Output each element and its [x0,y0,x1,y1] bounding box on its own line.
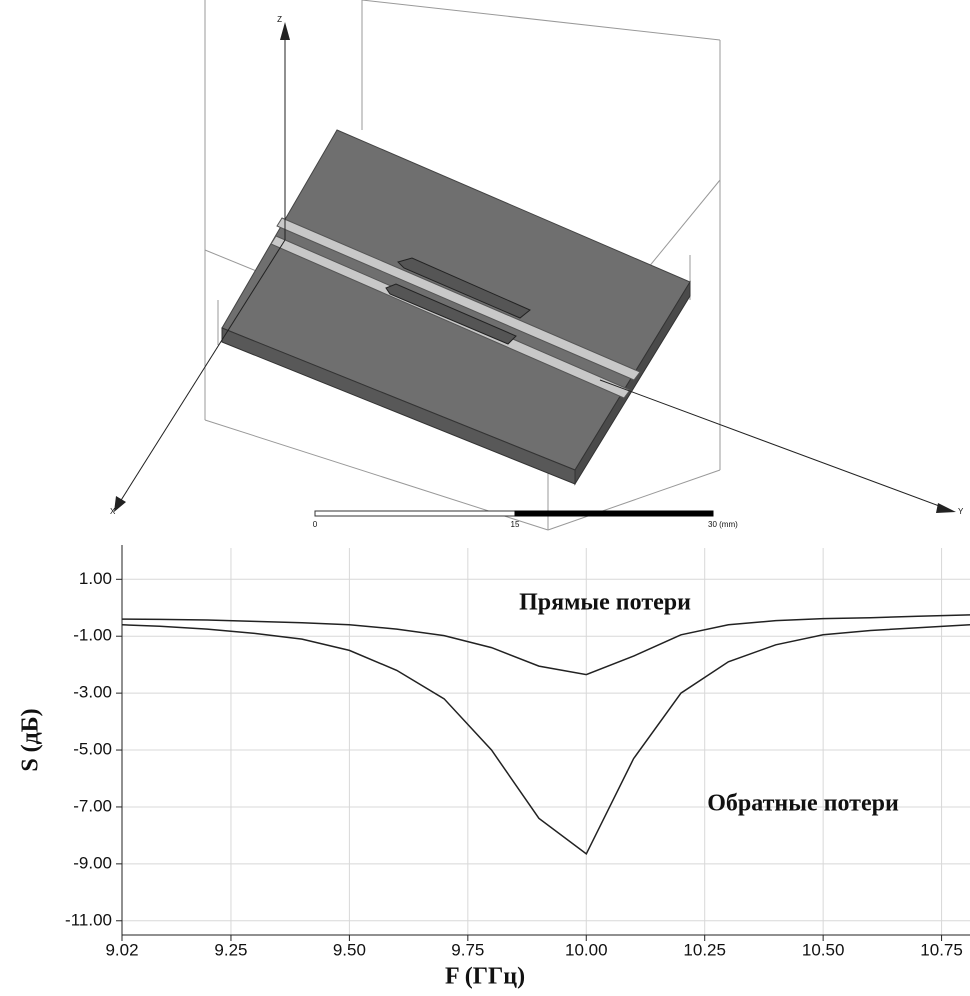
arrow [114,496,126,512]
y-tick-label: -1.00 [73,626,112,645]
y-tick-label: 1.00 [79,569,112,588]
y-tick-label: -5.00 [73,740,112,759]
x-axis-title: F (ГГц) [445,964,525,990]
box-edge [362,0,720,40]
scale-bar [315,511,515,516]
scale-label: 15 [511,520,520,529]
x-tick-label: 9.75 [451,940,484,959]
y-tick-label: -11.00 [65,910,112,929]
x-tick-label: 10.50 [802,940,845,959]
arrow [280,22,290,40]
series-label: Обратные потери [707,791,899,817]
scale-label: 30 (mm) [708,520,738,529]
scale-label: 0 [313,520,318,529]
x-axis-3d [118,240,285,505]
axis-letter: X [110,507,116,516]
axis-letter: Y [958,507,964,516]
y-axis-title: S (дБ) [18,708,44,771]
y-tick-label: -7.00 [73,796,112,815]
series-label: Прямые потери [519,590,691,616]
chart: 1.00 -1.00 -3.00 -5.00 -7.00 -9.00 -11.00 9.02 9… [65,548,970,959]
x-tick-label: 9.25 [214,940,247,959]
figure: Z Y X 0 15 30 (mm) 1.00 -1.00 -3.00 -5.00 -7… [0,0,970,996]
x-tick-label: 9.50 [333,940,366,959]
scale-bar [515,511,713,516]
x-tick-label: 10.25 [683,940,726,959]
x-tick-label: 9.02 [105,940,138,959]
page: Z Y X 0 15 30 (mm) 1.00 -1.00 -3.00 -5.00 -7… [0,0,970,996]
axis-letter: Z [277,15,282,24]
y-tick-label: -3.00 [73,683,112,702]
y-tick-label: -9.00 [73,853,112,872]
series-line [122,625,970,854]
x-tick-label: 10.00 [565,940,608,959]
y-axis-3d [600,380,950,510]
model-view [114,0,956,530]
x-tick-label: 10.75 [920,940,963,959]
series-line [122,615,970,675]
arrow [936,503,956,513]
